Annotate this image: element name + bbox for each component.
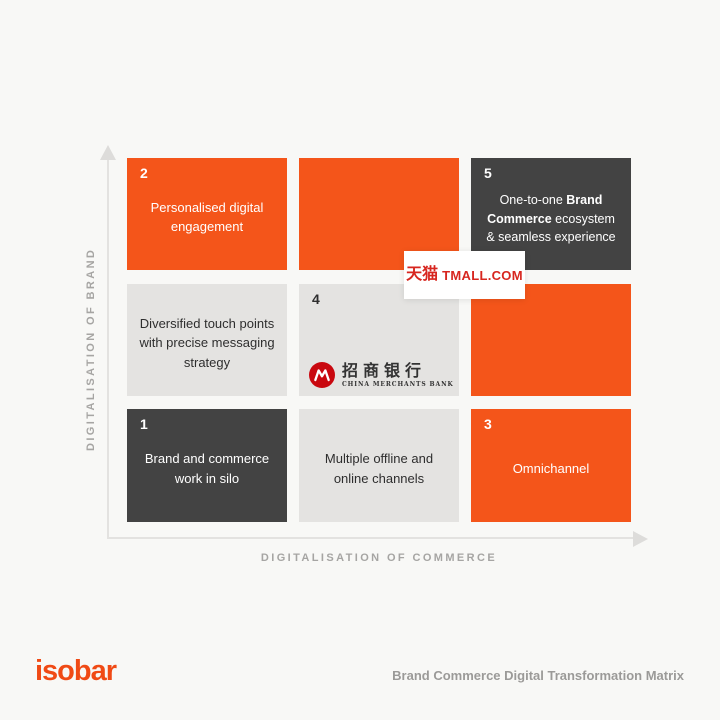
cell-text: Brand and commerce work in silo	[137, 443, 277, 488]
cell-text: Omnichannel	[505, 453, 598, 479]
cell-number: 4	[312, 291, 320, 307]
cell-text-line: Omnichannel	[512, 460, 590, 476]
cell-number: 1	[140, 416, 148, 432]
cell-text: Multiple offline and online channels	[317, 443, 441, 488]
tmall-logo: 天猫 TMALL.COM	[404, 251, 525, 299]
text-segment-bold: Commerce	[487, 211, 552, 226]
text-segment-bold: Brand	[566, 192, 603, 207]
cell-text-line: Multiple offline and	[324, 451, 434, 466]
isobar-logo: isobar	[35, 655, 117, 687]
footer-caption: Brand Commerce Digital Transformation Ma…	[392, 668, 684, 683]
cell-text-line: Commerce ecosystem	[486, 210, 615, 229]
cell-text-line: & seamless experience	[486, 230, 616, 245]
cell-text: Diversified touch points with precise me…	[131, 308, 282, 373]
china-merchants-bank-logo: 招商银行 CHINA MERCHANTS BANK	[309, 362, 454, 388]
cell-text: One-to-one Brand Commerce ecosystem & se…	[477, 181, 624, 247]
x-axis-label: DIGITALISATION OF COMMERCE	[260, 552, 498, 564]
cell-text-line: Brand and commerce	[144, 451, 270, 466]
y-axis-label: DIGITALISATION OF BRAND	[85, 247, 97, 451]
cmb-chinese-name: 招商银行	[342, 361, 427, 381]
cell-text-line: online channels	[333, 470, 425, 486]
cell-text-line: Personalised digital	[150, 199, 264, 215]
cell-5-one-to-one-brand-commerce: 5 One-to-one Brand Commerce ecosystem & …	[471, 158, 631, 270]
tmall-english-text: TMALL.COM	[442, 267, 523, 283]
cell-text-line: with precise messaging	[139, 335, 275, 351]
cell-multiple-offline-online-channels: Multiple offline and online channels	[299, 409, 459, 522]
cell-number: 2	[140, 165, 148, 181]
cell-3-omnichannel: 3 Omnichannel	[471, 409, 631, 522]
cell-text-line: Diversified touch points	[139, 315, 275, 331]
cell-number: 5	[484, 165, 492, 181]
cell-number: 3	[484, 416, 492, 432]
cmb-mark-icon	[309, 362, 335, 388]
cmb-english-name: CHINA MERCHANTS BANK	[342, 380, 454, 388]
cell-text-line: One-to-one Brand	[486, 191, 615, 210]
x-axis-line	[107, 537, 633, 539]
cell-mid-right-orange	[471, 284, 631, 396]
cell-text-line: engagement	[170, 219, 244, 234]
cell-text-line: work in silo	[174, 470, 240, 486]
text-segment: One-to-one	[499, 192, 567, 207]
cell-text: Personalised digital engagement	[143, 192, 272, 237]
cell-text-line: strategy	[183, 354, 231, 370]
x-axis-arrow-icon	[633, 531, 648, 547]
cell-1-brand-and-commerce-in-silo: 1 Brand and commerce work in silo	[127, 409, 287, 522]
cmb-wordmark: 招商银行 CHINA MERCHANTS BANK	[342, 362, 454, 388]
cell-4-china-merchants-bank: 4 招商银行 CHINA MERCHANTS BANK	[299, 284, 459, 396]
cell-diversified-touch-points: Diversified touch points with precise me…	[127, 284, 287, 396]
y-axis-arrow-icon	[100, 145, 116, 160]
text-segment: ecosystem	[551, 211, 615, 226]
y-axis-line	[107, 159, 109, 539]
tmall-chinese-text: 天猫	[406, 266, 439, 283]
cell-2-personalised-digital-engagement: 2 Personalised digital engagement	[127, 158, 287, 270]
